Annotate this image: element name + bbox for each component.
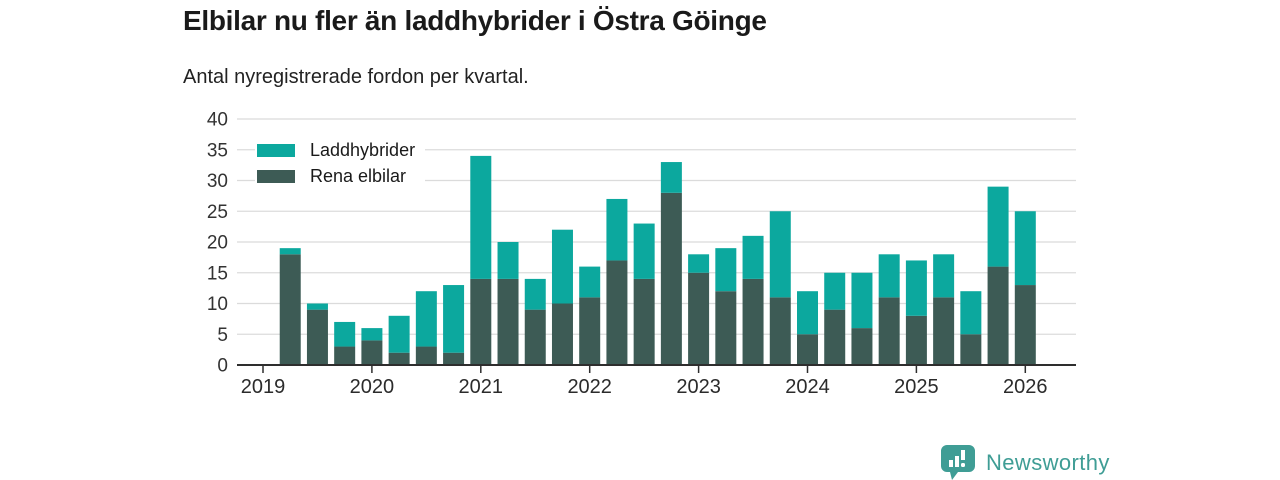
bar-2022-Q1-laddhybrider (579, 266, 601, 298)
y-tick-label-25: 25 (207, 202, 228, 223)
chart-subtitle: Antal nyregistrerade fordon per kvartal. (183, 66, 529, 88)
bar-2024-Q2-laddhybrider (824, 272, 846, 310)
y-tick-label-10: 10 (207, 294, 228, 315)
bar-2025-Q3-rena-elbilar (960, 334, 982, 365)
chart-legend: Laddhybrider Rena elbilar (255, 135, 426, 191)
bar-2023-Q1-rena-elbilar (688, 272, 710, 365)
bar-2020-Q2-laddhybrider (388, 315, 410, 353)
y-tick-label-20: 20 (207, 233, 228, 254)
bar-2022-Q4-laddhybrider (660, 162, 682, 193)
bar-2019-Q2-rena-elbilar (279, 254, 301, 365)
newsworthy-logo-icon (941, 445, 975, 480)
x-tick-label-2022: 2022 (567, 376, 612, 398)
x-tick-label-2023: 2023 (676, 376, 721, 398)
bar-2021-Q2-laddhybrider (497, 242, 519, 279)
chart-title: Elbilar nu fler än laddhybrider i Östra … (183, 5, 767, 36)
newsworthy-brand: Newsworthy (940, 444, 1110, 480)
legend-label-rena-elbilar: Rena elbilar (310, 165, 407, 186)
y-tick-label-35: 35 (207, 140, 228, 161)
x-tick-label-2024: 2024 (785, 376, 830, 398)
y-tick-label-5: 5 (217, 325, 228, 346)
bar-2022-Q2-laddhybrider (606, 198, 628, 261)
newsworthy-brand-name: Newsworthy (986, 450, 1110, 475)
bar-2025-Q1-rena-elbilar (905, 315, 927, 365)
x-tick-label-2021: 2021 (459, 376, 504, 398)
bar-2025-Q3-laddhybrider (960, 291, 982, 335)
bar-2022-Q3-laddhybrider (633, 223, 655, 279)
x-tick-label-2020: 2020 (350, 376, 395, 398)
y-tick-label-15: 15 (207, 263, 228, 284)
bar-2020-Q4-rena-elbilar (443, 352, 465, 365)
bar-2023-Q2-rena-elbilar (715, 291, 737, 365)
bar-2024-Q2-rena-elbilar (824, 309, 846, 365)
bar-2023-Q2-laddhybrider (715, 248, 737, 292)
bar-2023-Q3-laddhybrider (742, 235, 764, 279)
bar-2022-Q2-rena-elbilar (606, 260, 628, 365)
bar-2020-Q4-laddhybrider (443, 285, 465, 353)
bar-2024-Q3-laddhybrider (851, 272, 873, 329)
bar-2025-Q2-laddhybrider (933, 254, 955, 298)
legend-item-rena-elbilar: Rena elbilar (257, 163, 415, 189)
bar-2026-Q1-rena-elbilar (1014, 285, 1036, 365)
bar-2024-Q4-laddhybrider (878, 254, 900, 298)
bar-2024-Q1-rena-elbilar (797, 334, 818, 365)
x-tick-label-2026: 2026 (1003, 376, 1048, 398)
y-tick-label-30: 30 (207, 171, 228, 192)
bar-2019-Q2-laddhybrider (279, 248, 301, 255)
bar-2021-Q3-laddhybrider (524, 278, 546, 310)
bar-2021-Q4-laddhybrider (551, 229, 573, 304)
bar-2022-Q4-rena-elbilar (660, 192, 682, 365)
bar-2024-Q3-rena-elbilar (851, 328, 873, 365)
bar-2021-Q3-rena-elbilar (524, 309, 546, 365)
legend-label-laddhybrider: Laddhybrider (310, 139, 416, 160)
y-tick-label-0: 0 (217, 356, 228, 377)
bar-2020-Q1-laddhybrider (361, 328, 383, 341)
bar-2024-Q1-laddhybrider (797, 291, 818, 335)
bar-2021-Q1-rena-elbilar (470, 278, 492, 365)
x-tick-label-2019: 2019 (241, 376, 286, 398)
x-tick-label-2025: 2025 (894, 376, 939, 398)
legend-swatch-laddhybrider (257, 143, 295, 157)
legend-swatch-rena-elbilar (257, 169, 295, 183)
bar-2025-Q1-laddhybrider (905, 260, 927, 316)
bar-2025-Q4-laddhybrider (987, 186, 1009, 267)
bar-2021-Q4-rena-elbilar (551, 303, 573, 365)
bar-2019-Q4-laddhybrider (334, 321, 356, 347)
bar-2020-Q2-rena-elbilar (388, 352, 410, 365)
bar-2019-Q3-laddhybrider (306, 303, 328, 310)
bar-2024-Q4-rena-elbilar (878, 297, 900, 365)
bar-2023-Q4-rena-elbilar (769, 297, 791, 365)
bar-2019-Q3-rena-elbilar (306, 309, 328, 365)
bar-2020-Q3-rena-elbilar (415, 346, 437, 365)
bar-2022-Q3-rena-elbilar (633, 278, 655, 365)
bar-2023-Q4-laddhybrider (769, 211, 791, 298)
bar-2025-Q4-rena-elbilar (987, 266, 1009, 365)
bar-2023-Q3-rena-elbilar (742, 278, 764, 365)
legend-item-laddhybrider: Laddhybrider (257, 137, 415, 163)
bar-2021-Q1-laddhybrider (470, 155, 492, 279)
bar-2021-Q2-rena-elbilar (497, 278, 519, 365)
bar-2020-Q1-rena-elbilar (361, 340, 383, 365)
bar-2025-Q2-rena-elbilar (933, 297, 955, 365)
bar-2019-Q4-rena-elbilar (334, 346, 356, 365)
bar-2023-Q1-laddhybrider (688, 254, 710, 273)
bar-2020-Q3-laddhybrider (415, 291, 437, 347)
bar-2022-Q1-rena-elbilar (579, 297, 601, 365)
y-tick-label-40: 40 (207, 110, 228, 131)
bar-2026-Q1-laddhybrider (1014, 211, 1036, 286)
